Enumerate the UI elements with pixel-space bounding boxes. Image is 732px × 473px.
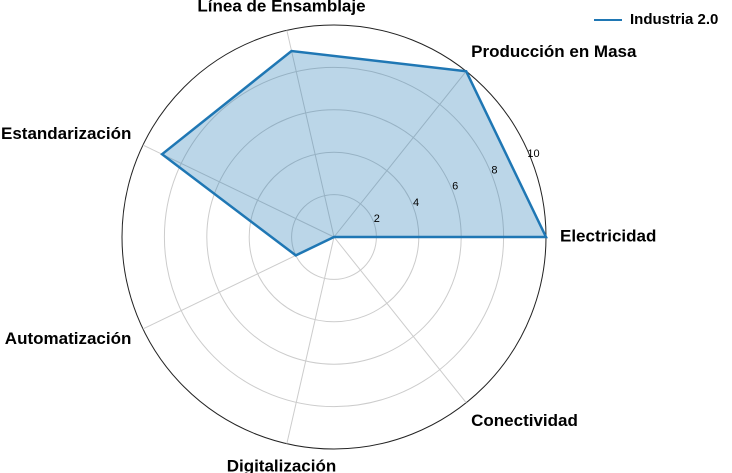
category-label: Digitalización (227, 457, 337, 473)
category-label: Línea de Ensamblaje (197, 0, 365, 15)
category-label: Electricidad (560, 226, 656, 245)
legend: Industria 2.0 (594, 11, 718, 28)
labels: 2 4 6 8 10 Electricidad Producción en Masa Líne… (1, 0, 656, 473)
r-tick-label: 2 (374, 213, 380, 225)
r-tick-label: 8 (491, 164, 497, 176)
marks (160, 49, 548, 257)
category-label: Producción en Masa (471, 42, 637, 61)
spoke (286, 236, 335, 444)
legend-label: Industria 2.0 (630, 11, 718, 28)
spoke (333, 236, 467, 404)
r-tick-label: 10 (527, 148, 539, 160)
category-label: Automatización (5, 329, 132, 348)
radar-area (160, 49, 548, 257)
category-label: Conectividad (471, 411, 578, 430)
spoke (142, 144, 335, 238)
r-tick-label: 4 (413, 197, 419, 209)
category-label: Estandarización (1, 124, 131, 143)
spoke (333, 70, 467, 238)
spoke (286, 30, 335, 238)
r-tick-label: 6 (452, 181, 458, 193)
